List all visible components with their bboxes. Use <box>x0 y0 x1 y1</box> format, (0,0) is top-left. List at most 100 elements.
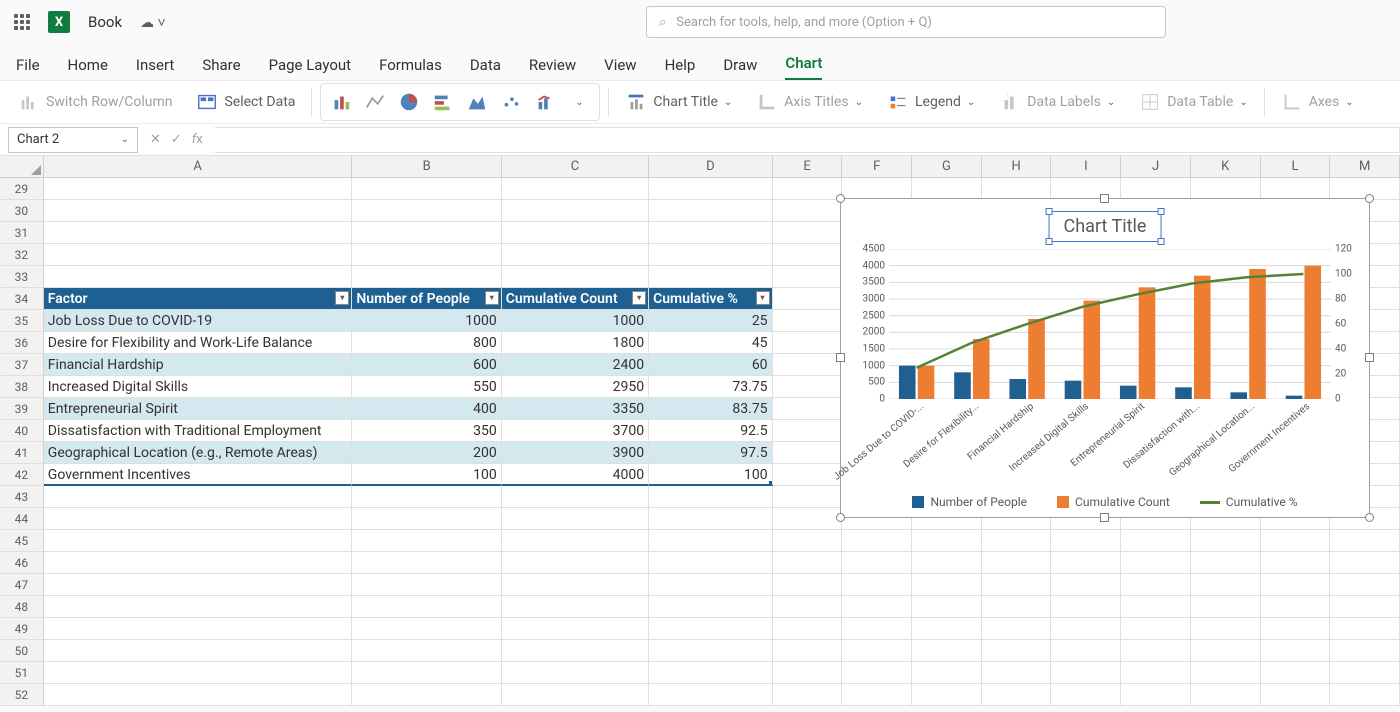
chart-plot-area[interactable] <box>889 249 1331 399</box>
cell[interactable] <box>44 640 353 662</box>
row-header[interactable]: 51 <box>0 662 44 684</box>
area-chart-icon[interactable] <box>461 86 493 118</box>
cell[interactable]: 45 <box>649 332 772 354</box>
cell[interactable] <box>842 618 912 640</box>
data-table-button[interactable]: Data Table⌄ <box>1131 87 1255 117</box>
cell[interactable]: 800 <box>352 332 501 354</box>
cell[interactable] <box>1191 178 1261 200</box>
row-header[interactable]: 49 <box>0 618 44 640</box>
cell[interactable] <box>912 178 982 200</box>
cell[interactable] <box>1191 684 1261 706</box>
cell[interactable] <box>1191 552 1261 574</box>
cell[interactable] <box>912 596 982 618</box>
cell[interactable] <box>1330 530 1400 552</box>
row-header[interactable]: 52 <box>0 684 44 706</box>
cell[interactable] <box>649 530 772 552</box>
cell[interactable] <box>1121 552 1191 574</box>
row-header[interactable]: 41 <box>0 442 44 464</box>
confirm-icon[interactable]: ✓ <box>171 132 182 147</box>
cell[interactable]: Job Loss Due to COVID-19 <box>44 310 353 332</box>
cell[interactable] <box>649 552 772 574</box>
cell[interactable]: 350 <box>352 420 501 442</box>
cell[interactable] <box>352 486 501 508</box>
cell[interactable]: 60 <box>649 354 772 376</box>
row-header[interactable]: 30 <box>0 200 44 222</box>
cell[interactable] <box>352 574 501 596</box>
cell[interactable] <box>1191 596 1261 618</box>
cell[interactable]: 200 <box>352 442 501 464</box>
cell[interactable] <box>502 178 649 200</box>
cell[interactable] <box>649 618 772 640</box>
row-header[interactable]: 42 <box>0 464 44 486</box>
cell[interactable] <box>982 552 1052 574</box>
row-header[interactable]: 43 <box>0 486 44 508</box>
cell[interactable] <box>1191 530 1261 552</box>
cell[interactable] <box>502 596 649 618</box>
resize-handle[interactable] <box>1365 194 1374 203</box>
cell[interactable]: 2950 <box>502 376 649 398</box>
cell[interactable]: 1000 <box>502 310 649 332</box>
cell[interactable] <box>649 640 772 662</box>
cell[interactable]: 3900 <box>502 442 649 464</box>
cell[interactable] <box>773 486 843 508</box>
cell[interactable] <box>912 618 982 640</box>
cell[interactable] <box>773 530 843 552</box>
cell[interactable] <box>649 222 772 244</box>
row-header[interactable]: 39 <box>0 398 44 420</box>
cell[interactable] <box>352 552 501 574</box>
cell[interactable] <box>502 640 649 662</box>
cell[interactable] <box>842 684 912 706</box>
cell[interactable] <box>773 552 843 574</box>
cell[interactable] <box>1121 662 1191 684</box>
cell[interactable] <box>502 222 649 244</box>
cell[interactable] <box>773 596 843 618</box>
cell[interactable] <box>773 354 843 376</box>
resize-handle[interactable] <box>836 194 845 203</box>
filter-icon[interactable]: ▾ <box>485 291 499 305</box>
cell[interactable] <box>842 596 912 618</box>
chart-title-button[interactable]: Chart Title⌄ <box>617 87 740 117</box>
filter-icon[interactable]: ▾ <box>335 291 349 305</box>
cell[interactable] <box>982 618 1052 640</box>
row-header[interactable]: 44 <box>0 508 44 530</box>
cell[interactable] <box>1191 640 1261 662</box>
row-header[interactable]: 36 <box>0 332 44 354</box>
legend-item[interactable]: Cumulative Count <box>1057 495 1170 509</box>
switch-row-column-button[interactable]: Switch Row/Column <box>10 87 180 117</box>
cell[interactable] <box>1051 618 1121 640</box>
cell[interactable] <box>1330 640 1400 662</box>
column-header[interactable]: C <box>502 156 649 177</box>
tab-help[interactable]: Help <box>665 56 696 80</box>
cell[interactable]: Geographical Location (e.g., Remote Area… <box>44 442 353 464</box>
row-header[interactable]: 50 <box>0 640 44 662</box>
cell[interactable] <box>1051 574 1121 596</box>
column-header[interactable]: B <box>352 156 501 177</box>
line-chart-icon[interactable] <box>359 86 391 118</box>
cell[interactable] <box>1261 530 1331 552</box>
cell[interactable] <box>44 684 353 706</box>
cell[interactable]: 73.75 <box>649 376 772 398</box>
cell[interactable] <box>912 684 982 706</box>
row-header[interactable]: 45 <box>0 530 44 552</box>
column-header[interactable]: A <box>44 156 353 177</box>
cell[interactable]: 1800 <box>502 332 649 354</box>
cell[interactable] <box>649 486 772 508</box>
cell[interactable] <box>352 244 501 266</box>
cell[interactable] <box>773 442 843 464</box>
cell[interactable] <box>773 662 843 684</box>
tab-view[interactable]: View <box>604 56 636 80</box>
cell[interactable] <box>352 596 501 618</box>
cell[interactable]: Cumulative Count▾ <box>502 288 649 310</box>
cell[interactable] <box>773 398 843 420</box>
cell[interactable]: 4000 <box>502 464 649 486</box>
select-all-corner[interactable] <box>0 156 44 177</box>
axes-button[interactable]: Axes⌄ <box>1273 87 1362 117</box>
cell[interactable] <box>44 574 353 596</box>
cell[interactable] <box>773 288 843 310</box>
cell[interactable]: 550 <box>352 376 501 398</box>
cell[interactable] <box>1051 596 1121 618</box>
column-header[interactable]: F <box>842 156 912 177</box>
cell[interactable] <box>502 244 649 266</box>
cell[interactable] <box>352 222 501 244</box>
column-chart-icon[interactable] <box>325 86 357 118</box>
